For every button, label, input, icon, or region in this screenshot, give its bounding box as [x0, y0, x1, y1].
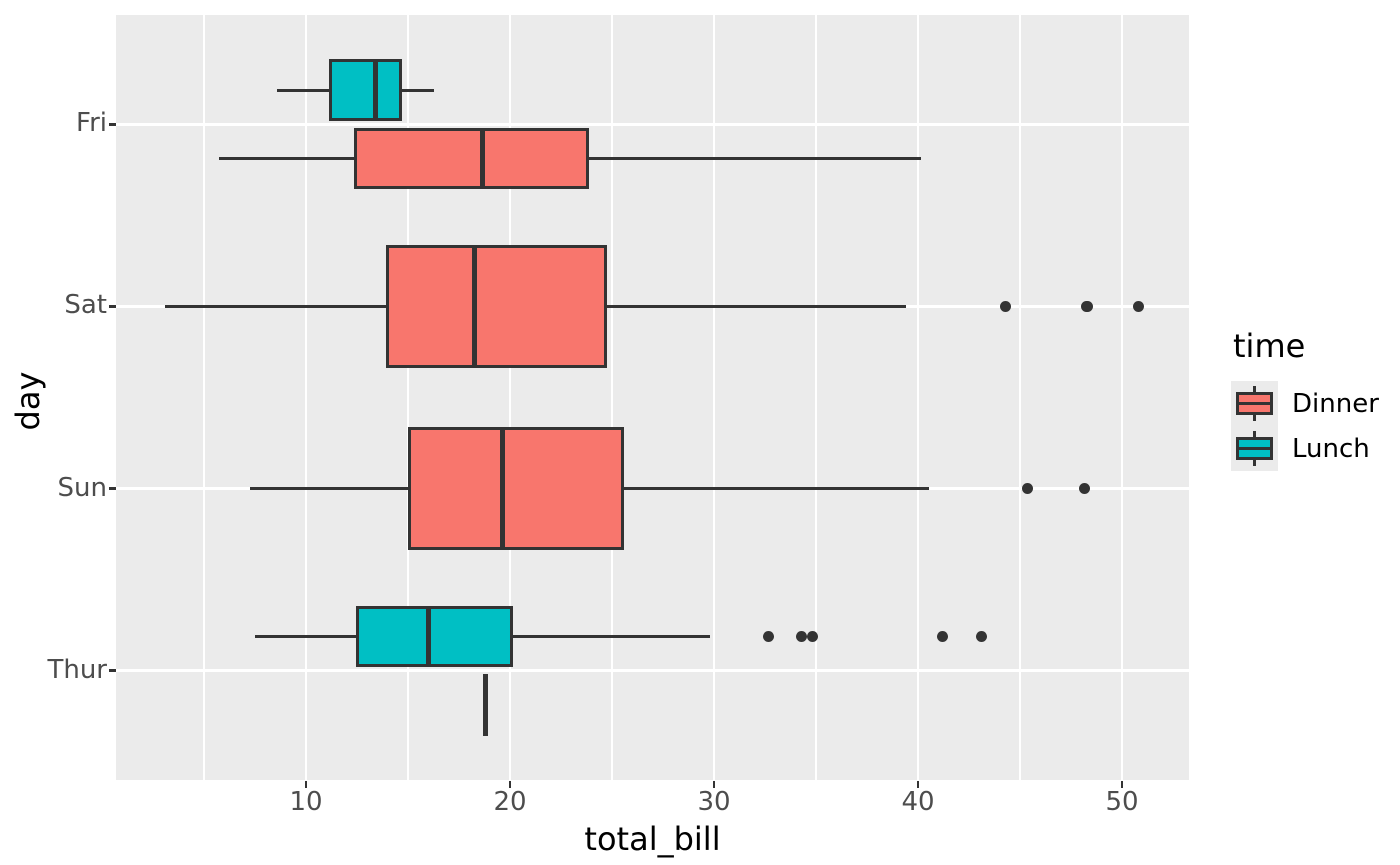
boxplot-box: [385, 244, 607, 368]
legend-label: Lunch: [1292, 433, 1370, 464]
boxplot-whisker-low: [255, 635, 356, 639]
outlier-point: [807, 631, 819, 643]
boxplot-box: [407, 427, 625, 551]
x-tick: [712, 781, 716, 788]
boxplot-median: [480, 127, 486, 190]
y-tick-label: Sun: [57, 472, 107, 503]
boxplot-median: [425, 605, 431, 668]
outlier-point: [1021, 483, 1033, 495]
legend-median-line: [1236, 447, 1273, 450]
gridline-minor-x: [203, 15, 205, 780]
y-tick-label: Fri: [76, 108, 107, 139]
gridline-minor-x: [1019, 15, 1021, 780]
boxplot-whisker-high: [401, 88, 434, 92]
x-tick-label: 20: [493, 787, 527, 817]
y-tick: [109, 669, 116, 672]
gridline-minor-x: [815, 15, 817, 780]
y-tick-label: Sat: [64, 290, 107, 321]
boxplot-whisker-high: [606, 304, 907, 308]
x-tick: [508, 781, 512, 788]
gridline-major-x: [1120, 15, 1124, 780]
legend-entry-dinner: Dinner: [1231, 381, 1379, 426]
boxplot-whisker-low: [249, 487, 408, 491]
boxplot-whisker-low: [277, 88, 330, 92]
y-tick: [109, 305, 116, 308]
legend-key-boxplot-icon: [1231, 381, 1278, 426]
y-tick: [109, 487, 116, 490]
x-tick: [304, 781, 308, 788]
outlier-point: [796, 631, 808, 643]
gridline-major-y: [116, 122, 1189, 126]
boxplot-box: [329, 59, 402, 121]
outlier-point: [936, 631, 948, 643]
boxplot-whisker-low: [219, 156, 354, 160]
boxplot-median: [499, 427, 505, 551]
boxplot-whisker-low: [164, 304, 386, 308]
outlier-point: [1000, 300, 1012, 312]
x-tick-label: 10: [289, 787, 323, 817]
outlier-point: [1133, 300, 1145, 312]
boxplot-whisker-high: [589, 156, 922, 160]
outlier-point: [1079, 483, 1091, 495]
boxplot-single-value-line: [482, 674, 488, 736]
x-axis-title: total_bill: [584, 820, 721, 858]
legend-entry-lunch: Lunch: [1231, 426, 1379, 471]
gridline-minor-x: [407, 15, 409, 780]
legend-key-boxplot-icon: [1231, 426, 1278, 471]
boxplot-whisker-high: [624, 487, 930, 491]
gridline-major-x: [916, 15, 920, 780]
gridline-major-x: [712, 15, 716, 780]
x-tick: [1120, 781, 1124, 788]
x-tick: [916, 781, 920, 788]
boxplot-median: [373, 59, 379, 121]
outlier-point: [975, 631, 987, 643]
y-axis-title: day: [9, 371, 47, 431]
plot-panel: [116, 15, 1189, 780]
legend-title: time: [1233, 327, 1306, 365]
gridline-major-x: [304, 15, 308, 780]
x-tick-label: 50: [1105, 787, 1139, 817]
boxplot-whisker-high: [513, 635, 710, 639]
boxplot-median: [471, 244, 477, 368]
x-tick-label: 30: [697, 787, 731, 817]
boxplot-box: [355, 605, 514, 668]
gridline-major-y: [116, 669, 1189, 673]
y-tick: [109, 123, 116, 126]
outlier-point: [1082, 300, 1094, 312]
outlier-point: [763, 631, 775, 643]
legend: time Dinner Lunch: [1231, 327, 1379, 471]
y-tick-label: Thur: [47, 654, 107, 685]
legend-label: Dinner: [1292, 388, 1379, 419]
gridline-minor-x: [611, 15, 613, 780]
boxplot-box: [353, 127, 590, 190]
x-tick-label: 40: [901, 787, 935, 817]
legend-median-line: [1236, 402, 1273, 405]
gridline-major-x: [508, 15, 512, 780]
